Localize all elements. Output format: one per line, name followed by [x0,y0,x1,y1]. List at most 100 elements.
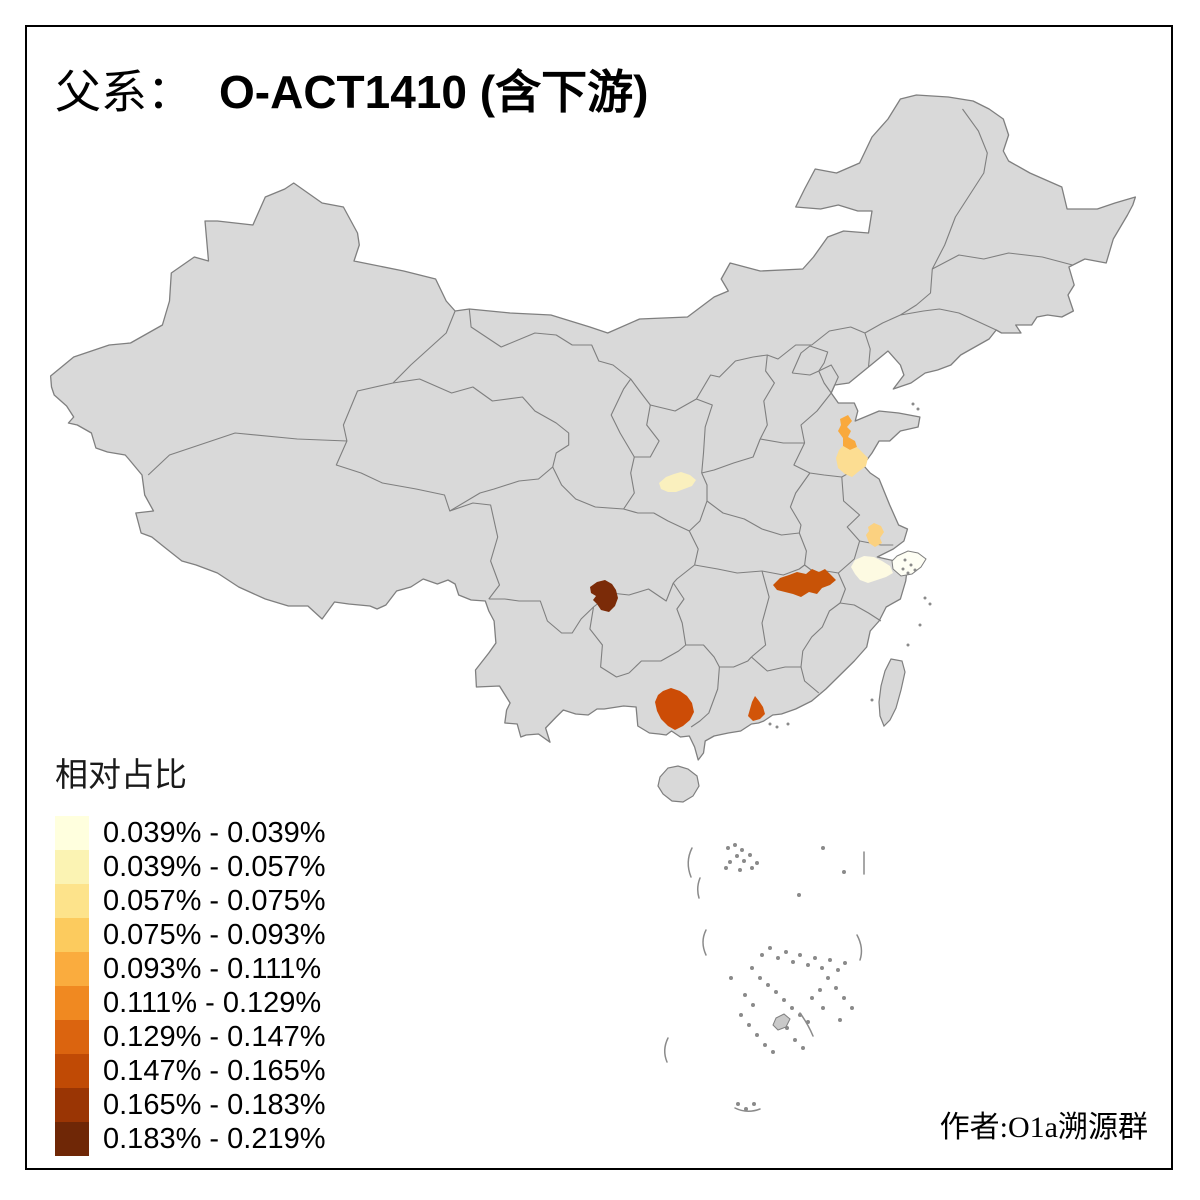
province-border [694,564,763,574]
legend-swatch [55,1054,89,1088]
small-island-dot [810,996,814,1000]
legend-label: 0.147% - 0.165% [103,1055,326,1087]
small-island-dot [834,986,838,990]
province-border [701,472,708,501]
province-border [818,364,839,394]
legend: 相对占比 0.039% - 0.039% 0.039% - 0.057% 0.057… [55,748,325,1156]
province-border [696,398,713,474]
legend-item: 0.057% - 0.075% [55,884,325,918]
province-border [798,532,807,566]
highlight-region-2 [836,446,868,477]
title-haplogroup: O-ACT1410 (含下游) [219,66,649,118]
small-island-dot [724,866,728,870]
author-credit: 作者:O1a溯源群 [939,1111,1148,1144]
legend-item: 0.093% - 0.111% [55,952,325,986]
province-border [761,564,805,576]
province-border [623,404,660,510]
small-island-dot [797,893,801,897]
legend-label: 0.057% - 0.075% [103,885,326,917]
province-border [719,656,752,668]
boundary-dash [702,929,707,956]
province-border [760,438,805,444]
province-border [147,310,456,476]
legend-item: 0.039% - 0.039% [55,816,325,850]
small-island-dot [842,870,846,874]
small-island-dot [755,1033,759,1037]
small-island-dot [729,976,733,980]
small-island-dot [918,623,922,627]
legend-item: 0.075% - 0.093% [55,918,325,952]
small-island-dot [726,846,730,850]
province-border [791,345,829,376]
small-island-dot [813,956,817,960]
highlight-region-4 [866,523,884,547]
legend-items: 0.039% - 0.039% 0.039% - 0.057% 0.057% - 0… [55,816,325,1156]
province-border [706,500,800,536]
small-island-dot [744,1107,748,1111]
small-island-dot [836,968,840,972]
legend-item: 0.111% - 0.129% [55,986,325,1020]
small-island-dot [750,966,754,970]
small-island-dot [828,958,832,962]
boundary-dash [664,1037,669,1063]
boundary-dash [696,877,701,899]
small-island-dot [901,567,905,571]
province-border [672,582,687,646]
small-island-dot [820,966,824,970]
province-border [690,666,720,728]
small-island-dot [906,643,910,647]
highlight-region-10 [748,696,765,721]
small-island-dot [776,956,780,960]
highlight-region-7 [773,569,836,597]
legend-label: 0.165% - 0.183% [103,1089,326,1121]
hainan-island [657,765,700,803]
small-island-dot [790,1006,794,1010]
legend-swatch [55,1020,89,1054]
province-border [900,308,997,331]
province-border [840,602,882,622]
small-island-dot [798,953,802,957]
small-island-dot [821,1006,825,1010]
province-border [589,606,630,678]
boundary-dash [856,934,863,961]
province-border [628,644,687,674]
small-island-dot [760,953,764,957]
legend-swatch [55,1088,89,1122]
province-border [759,354,775,440]
small-island-dot [916,407,920,411]
small-island-dot [728,860,732,864]
small-island-dot [736,1102,740,1106]
legend-label: 0.183% - 0.219% [103,1123,326,1155]
small-island-dot [801,1046,805,1050]
province-border [610,378,635,458]
island-blob [772,1013,791,1031]
legend-swatch [55,986,89,1020]
small-island-dot [791,960,795,964]
small-island-dot [763,1043,767,1047]
small-island-dot [768,722,772,726]
small-island-dot [758,976,762,980]
province-border [837,540,861,574]
small-island-dot [843,961,847,965]
small-island-dot [751,1003,755,1007]
legend-item: 0.147% - 0.165% [55,1054,325,1088]
small-island-dot [752,1102,756,1106]
boundary-dash [799,1012,814,1037]
highlight-region-3 [659,472,696,492]
small-island-dot [826,976,830,980]
province-border [701,438,761,474]
small-island-dot [755,861,759,865]
small-island-dot [911,402,915,406]
small-island-dot [748,853,752,857]
small-island-dot [782,998,786,1002]
legend-label: 0.075% - 0.093% [103,919,326,951]
small-island-dot [739,1013,743,1017]
small-island-dot [913,568,917,572]
boundary-dash [687,847,693,878]
legend-title: 相对占比 [55,758,187,794]
small-island-dot [842,996,846,1000]
province-border [837,572,846,604]
province-border [488,582,674,634]
province-border [800,666,820,694]
